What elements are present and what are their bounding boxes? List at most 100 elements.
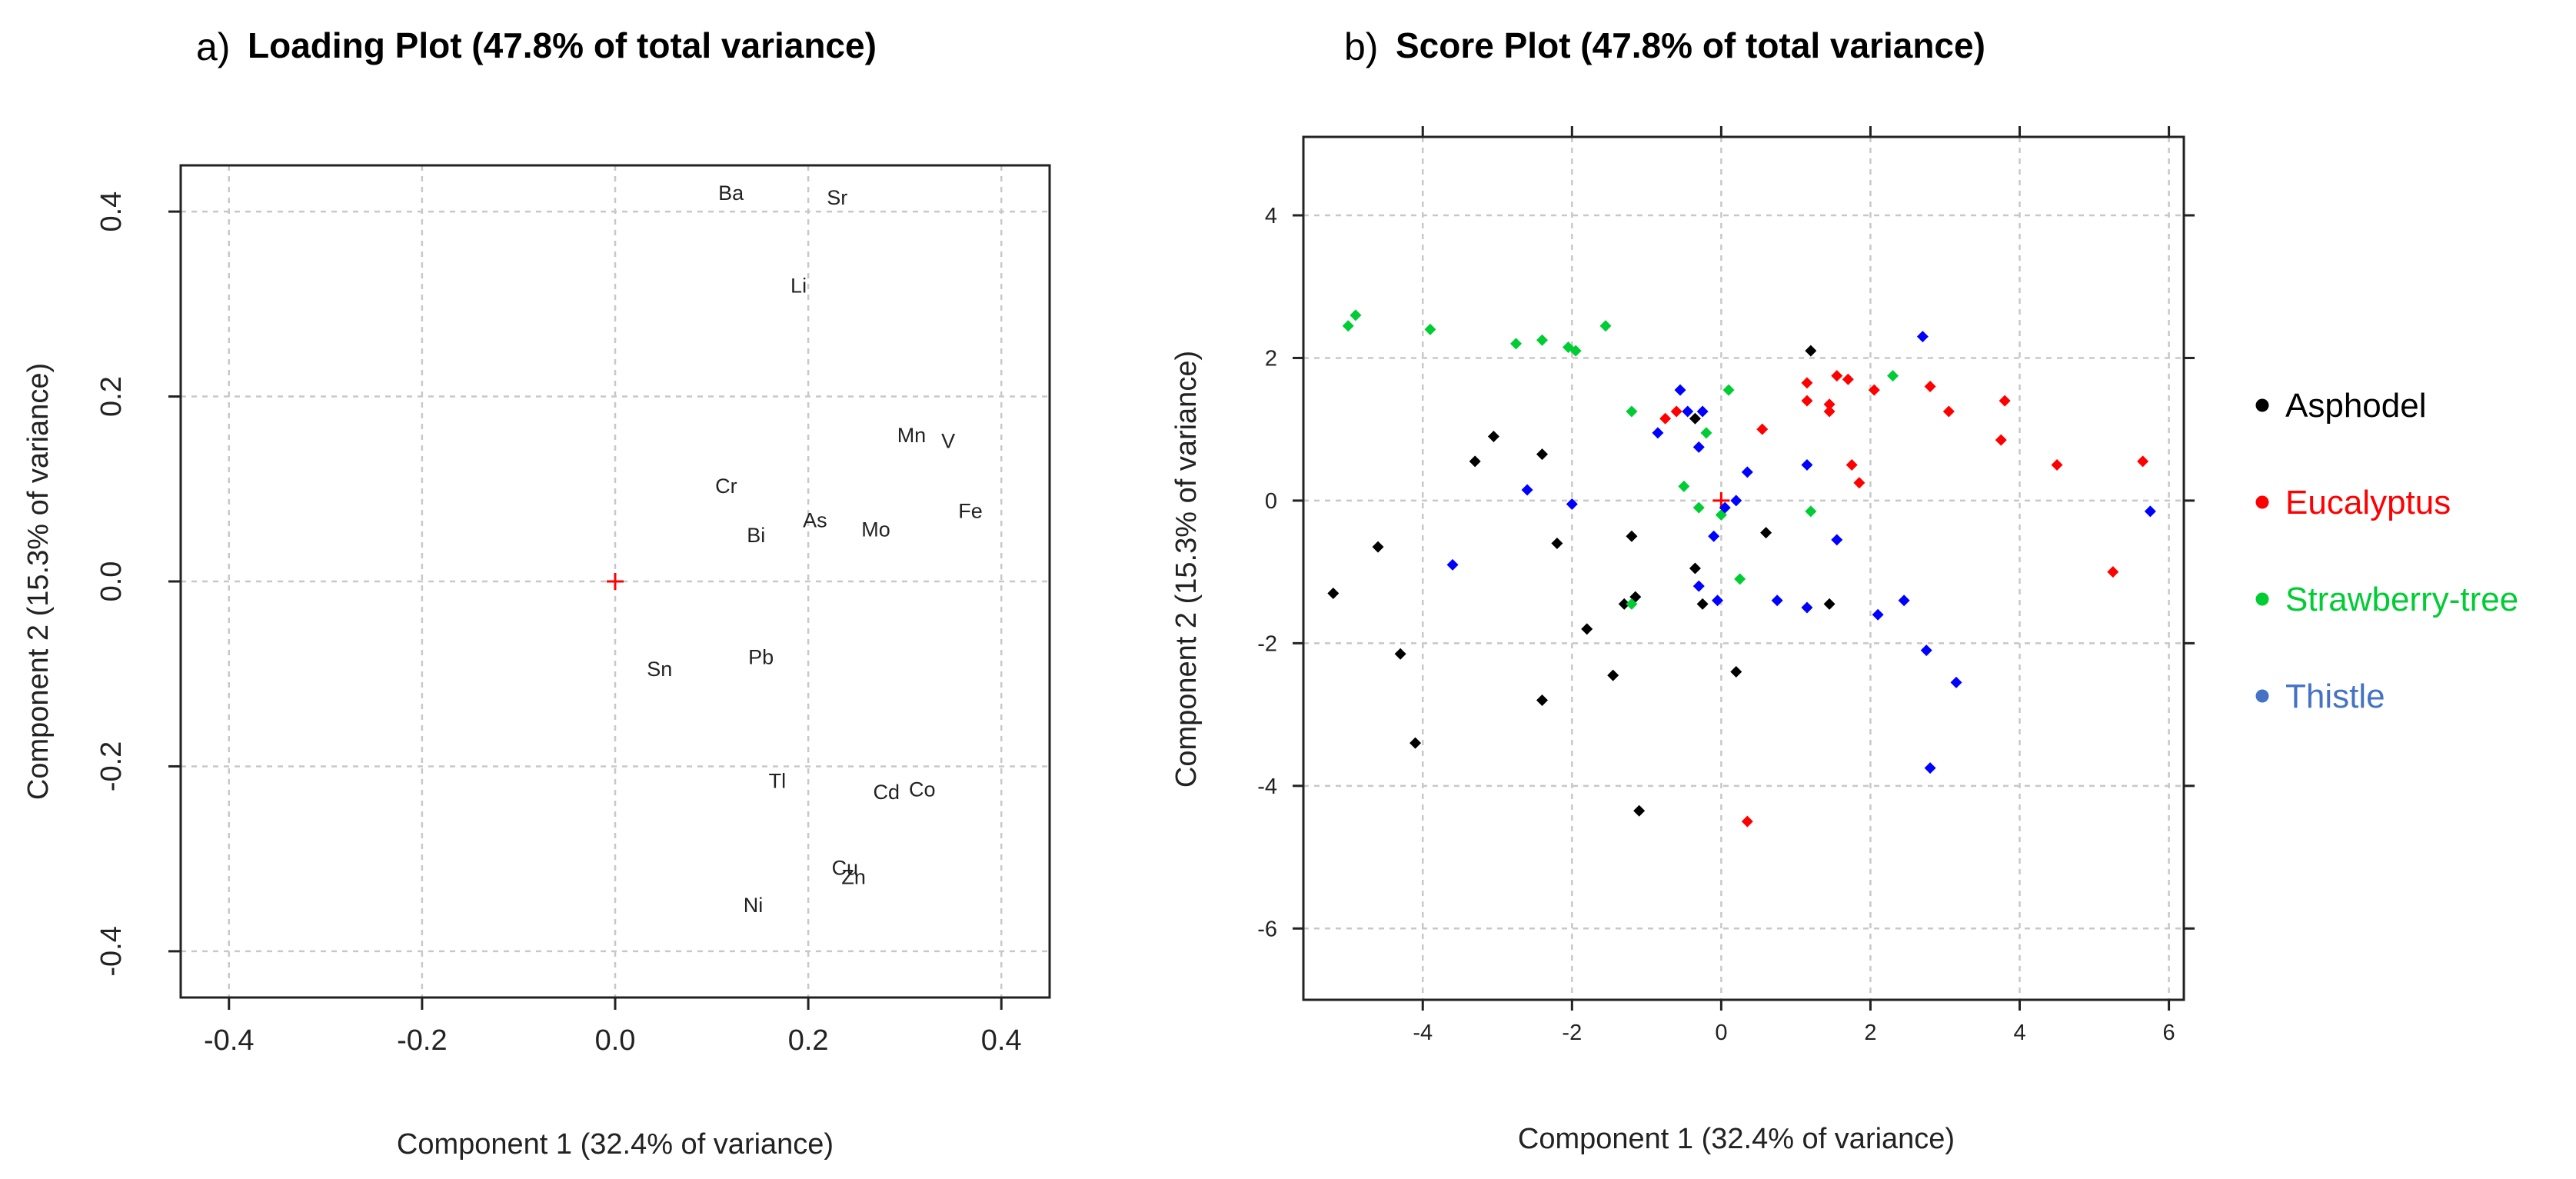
legend-label-strawberry-tree: Strawberry-tree [2285, 581, 2518, 618]
score-point [1805, 505, 1817, 518]
legend-marker-eucalyptus [2255, 495, 2269, 509]
score-point [1469, 455, 1481, 468]
loading-plot-frame [179, 164, 1051, 999]
score-point [1868, 384, 1880, 396]
score-point [1842, 373, 1854, 385]
score-point [1887, 370, 1899, 382]
x-tick-label: -0.2 [397, 1024, 447, 1057]
score-point [1626, 405, 1638, 418]
y-tick-label: -6 [1257, 917, 1277, 941]
score-point [1521, 484, 1533, 496]
loading-plot-title: Loading Plot (47.8% of total variance) [248, 25, 877, 65]
legend-marker-asphodel [2255, 398, 2269, 412]
x-tick-label: 0 [1715, 1021, 1727, 1045]
score-point [1801, 459, 1813, 471]
score-point [1831, 370, 1843, 382]
score-plot-panel: b) Score Plot (47.8% of total variance) … [1170, 25, 2518, 1155]
x-tick-label: 0.4 [981, 1024, 1022, 1057]
score-point [1342, 320, 1354, 332]
legend-label-asphodel: Asphodel [2285, 387, 2426, 425]
origin-marker [607, 573, 624, 590]
score-point [1916, 331, 1929, 343]
score-point [1510, 338, 1523, 350]
score-point [1599, 320, 1612, 332]
score-point [1696, 405, 1709, 418]
x-tick-label: 6 [2163, 1021, 2175, 1045]
score-plot-points [1327, 309, 2156, 828]
x-tick-label: 0.0 [595, 1024, 636, 1057]
x-tick-label: 2 [1864, 1021, 1876, 1045]
variable-label-zn: Zn [841, 866, 866, 889]
score-point [1689, 562, 1701, 575]
score-point [1845, 459, 1858, 471]
score-point [1350, 309, 1362, 321]
score-point [1924, 762, 1936, 774]
score-point [1805, 345, 1817, 357]
score-point [1394, 648, 1406, 660]
variable-label-as: As [803, 509, 827, 532]
score-point [1551, 538, 1563, 550]
score-point [1730, 495, 1742, 507]
score-point [1566, 498, 1578, 511]
x-tick-label: 0.2 [788, 1024, 829, 1057]
y-tick-label: 0.0 [95, 561, 128, 602]
score-point [1372, 541, 1384, 553]
score-point [1771, 594, 1783, 607]
score-point [1823, 405, 1835, 418]
variable-label-ba: Ba [718, 182, 744, 205]
score-point [1674, 384, 1686, 396]
score-point [1942, 405, 1955, 418]
score-point [1756, 423, 1769, 435]
score-point [1670, 405, 1682, 418]
variable-label-cr: Cr [715, 475, 737, 498]
score-point [1801, 377, 1813, 389]
loading-plot-grid [181, 165, 1050, 997]
score-point [1536, 448, 1549, 461]
score-point [1730, 665, 1742, 678]
score-point [1801, 395, 1813, 407]
loading-plot-panel: a) Loading Plot (47.8% of total variance… [22, 25, 1051, 1161]
y-tick-label: -2 [1257, 631, 1277, 656]
score-point [1696, 598, 1709, 610]
series-thistle [1446, 331, 2156, 774]
score-point [1719, 501, 1731, 514]
score-point [1708, 530, 1720, 542]
score-point [1569, 345, 1582, 357]
y-tick-label: -4 [1257, 774, 1277, 799]
panel-a-label: a) [196, 25, 230, 68]
legend-label-thistle: Thistle [2285, 678, 2385, 715]
score-point [2051, 459, 2063, 471]
score-point [1446, 558, 1459, 571]
score-point [1626, 530, 1638, 542]
y-tick-label: 2 [1265, 346, 1277, 371]
score-point [1823, 398, 1835, 411]
score-point [1853, 477, 1865, 489]
score-point [1950, 676, 1962, 688]
x-tick-label: -2 [1562, 1021, 1582, 1045]
score-point [1618, 598, 1630, 610]
score-point [2107, 566, 2119, 578]
score-point [1741, 466, 1753, 478]
score-point [1924, 381, 1936, 393]
score-point [1633, 804, 1646, 817]
score-point [1712, 594, 1724, 607]
legend-marker-strawberry-tree [2255, 592, 2269, 606]
score-plot-title: Score Plot (47.8% of total variance) [1396, 25, 1985, 65]
score-point [1659, 412, 1672, 425]
y-tick-label: -0.4 [95, 926, 128, 976]
score-point [1801, 601, 1813, 614]
y-tick-label: 0.4 [95, 192, 128, 232]
score-plot-axes: -4 -2 0 2 4 6 -6 -4 -2 0 2 4 [1257, 126, 2195, 1045]
variable-label-li: Li [790, 274, 807, 297]
x-tick-label: 4 [2013, 1021, 2025, 1045]
score-plot-xlabel: Component 1 (32.4% of variance) [1518, 1123, 1955, 1155]
variable-label-mn: Mn [897, 424, 927, 447]
score-point [1327, 587, 1340, 599]
score-plot-legend: Asphodel Eucalyptus Strawberry-tree Thistle [2255, 387, 2518, 715]
score-point [1760, 527, 1772, 539]
score-point [1487, 430, 1499, 442]
score-point [1734, 573, 1746, 585]
x-tick-label: -0.4 [204, 1024, 254, 1057]
